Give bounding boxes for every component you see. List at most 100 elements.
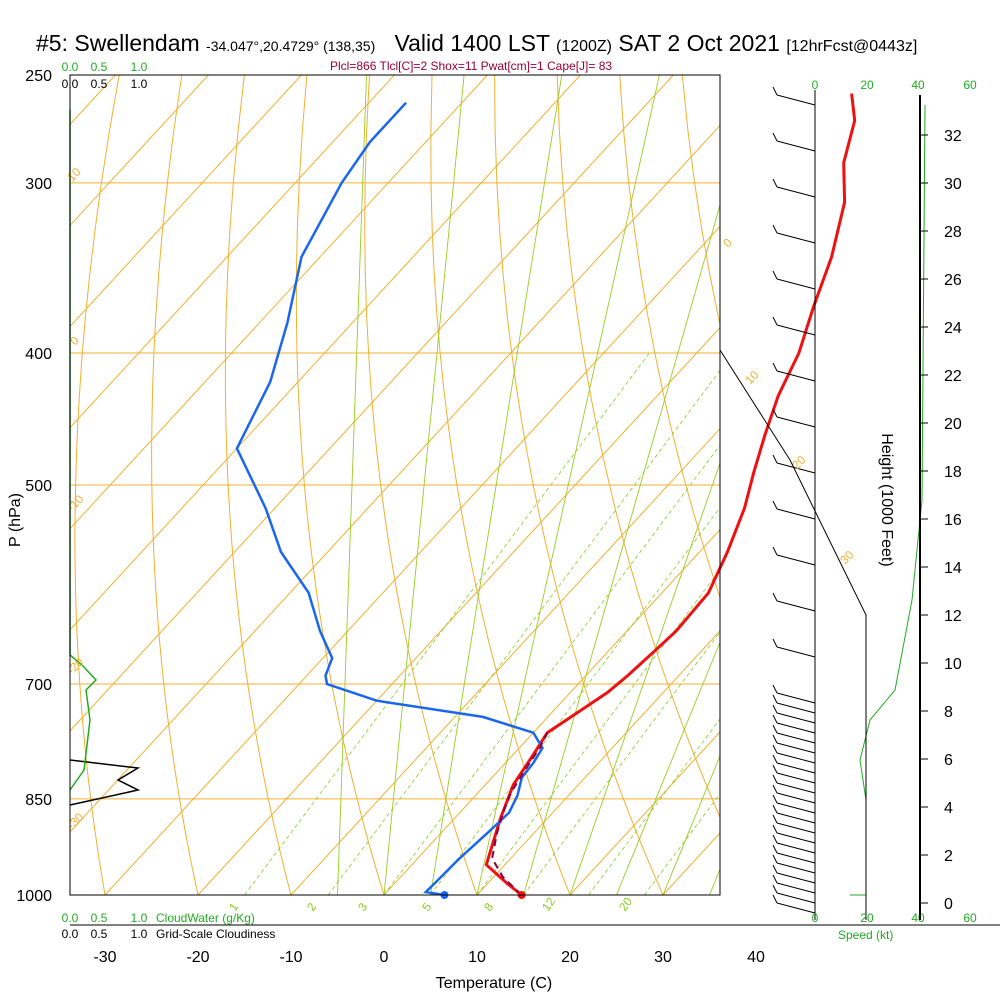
utc-time: (1200Z): [555, 38, 613, 55]
wind-barb: [772, 864, 816, 884]
mixing-ratio-label: 5: [419, 900, 434, 914]
wind-barb-flag: [772, 316, 778, 326]
wind-barb-flag: [772, 884, 778, 894]
wind-barb-flag: [772, 864, 778, 874]
isotherm-label: 10: [742, 368, 762, 388]
wind-barb-flag: [772, 844, 778, 854]
wind-barb: [772, 592, 816, 612]
moist-adiabat: [523, 203, 720, 895]
wind-barb: [772, 454, 816, 474]
wind-barb-shaft: [776, 792, 816, 804]
wind-barb: [772, 694, 816, 714]
wind-barb: [772, 874, 816, 894]
grid-clipped: [70, 75, 1000, 895]
wind-barb-flag: [772, 454, 778, 464]
mixing-ratio-line: [588, 718, 720, 895]
height-tick-label: 26: [944, 272, 962, 289]
pressure-tick-label: 500: [25, 478, 52, 495]
wind-barb-shaft: [776, 94, 816, 106]
pressure-tick-label: 700: [25, 677, 52, 694]
wind-barb-shaft: [776, 802, 816, 814]
cloudiness-scale-top: 0.0: [62, 77, 79, 91]
isotherm-label: 30: [837, 548, 857, 568]
height-tick-label: 8: [944, 704, 953, 721]
pressure-tick-label: 850: [25, 792, 52, 809]
wind-barb-flag: [772, 764, 778, 774]
mixing-ratio-line: [383, 444, 720, 895]
wind-barb-flag: [772, 592, 778, 602]
valid-date: SAT 2 Oct 2021: [618, 30, 780, 56]
mixing-ratio-line: [327, 369, 720, 895]
dry-adiabat: [430, 75, 571, 895]
speed-tick-top: 0: [812, 78, 819, 92]
station-coords: -34.047°,20.4729° (138,35): [206, 38, 376, 54]
wind-barb-flag: [772, 734, 778, 744]
dry-adiabat: [74, 75, 120, 895]
isotherm-label: 20: [789, 453, 809, 473]
parcel-line: [491, 732, 549, 896]
wind-barb: [772, 784, 816, 804]
wind-barb: [772, 224, 816, 244]
wind-barb: [772, 724, 816, 744]
wind-barb-shaft: [776, 186, 816, 198]
cloudiness-scale-top: 0.5: [91, 77, 108, 91]
height-tick-label: 24: [944, 320, 962, 337]
x-tick-label: 40: [747, 949, 765, 966]
wind-barb: [772, 714, 816, 734]
wind-barb-flag: [772, 500, 778, 510]
wind-barb-shaft: [776, 782, 816, 794]
dry-adiabat: [364, 75, 478, 895]
cloudiness-scale-top: 1.0: [131, 77, 148, 91]
wind-barb-shaft: [776, 278, 816, 290]
pressure-tick-label: 300: [25, 176, 52, 193]
wind-barb: [772, 754, 816, 774]
wind-barb-shaft: [776, 370, 816, 382]
dry-adiabat: [619, 75, 720, 599]
wind-barb: [772, 744, 816, 764]
speed-profile-outline: [719, 349, 867, 920]
wind-barb-shaft: [776, 646, 816, 658]
cloudiness-scale-bottom: 0.5: [91, 927, 108, 941]
y-axis-label: P (hPa): [7, 493, 24, 547]
dry-adiabat: [995, 75, 1000, 895]
wind-barb-shaft: [776, 852, 816, 864]
wind-barb-shaft: [776, 712, 816, 724]
isotherm-line: [290, 427, 720, 895]
dry-adiabat: [151, 75, 199, 895]
height-tick-label: 20: [944, 416, 962, 433]
isotherm-line: [70, 75, 209, 227]
mixing-ratio-line: [523, 631, 720, 895]
parcel-stats: Plcl=866 Tlcl[C]=2 Shox=11 Pwat[cm]=1 Ca…: [330, 59, 613, 73]
height-tick-label: 22: [944, 368, 962, 385]
isotherm-line: [104, 225, 720, 895]
wind-barb: [772, 854, 816, 874]
height-tick-label: 14: [944, 560, 962, 577]
wind-barb-shaft: [776, 742, 816, 754]
isotherm-line: [756, 75, 1000, 895]
speed-tick-top: 20: [860, 78, 874, 92]
wind-barb-flag: [772, 834, 778, 844]
cloudwater-scale-top: 0.0: [62, 60, 79, 74]
wind-barb: [772, 774, 816, 794]
height-tick-label: 28: [944, 224, 962, 241]
wind-barb-flag: [772, 408, 778, 418]
chart-title: #5: Swellendam -34.047°,20.4729° (138,35…: [36, 30, 917, 57]
wind-barb-shaft: [776, 554, 816, 566]
mixing-ratio-label: 12: [539, 894, 558, 913]
wind-barb-flag: [772, 132, 778, 142]
wind-barb-shaft: [776, 692, 816, 704]
isotherm-line: [476, 630, 720, 895]
wind-barb-flag: [772, 794, 778, 804]
wind-barb-shaft: [776, 232, 816, 244]
dry-adiabat: [224, 75, 292, 895]
wind-barb-shaft: [776, 822, 816, 834]
mixing-ratio-label: 2: [304, 900, 319, 914]
x-tick-label: -30: [93, 949, 116, 966]
x-tick-label: 20: [561, 949, 579, 966]
isotherm-line: [70, 75, 581, 631]
cloudwater-scale-bottom: 1.0: [131, 911, 148, 925]
wind-barb-flag: [772, 684, 778, 694]
sounding-lines: [69, 86, 926, 914]
cloudwater-scale-top: 0.5: [91, 60, 108, 74]
